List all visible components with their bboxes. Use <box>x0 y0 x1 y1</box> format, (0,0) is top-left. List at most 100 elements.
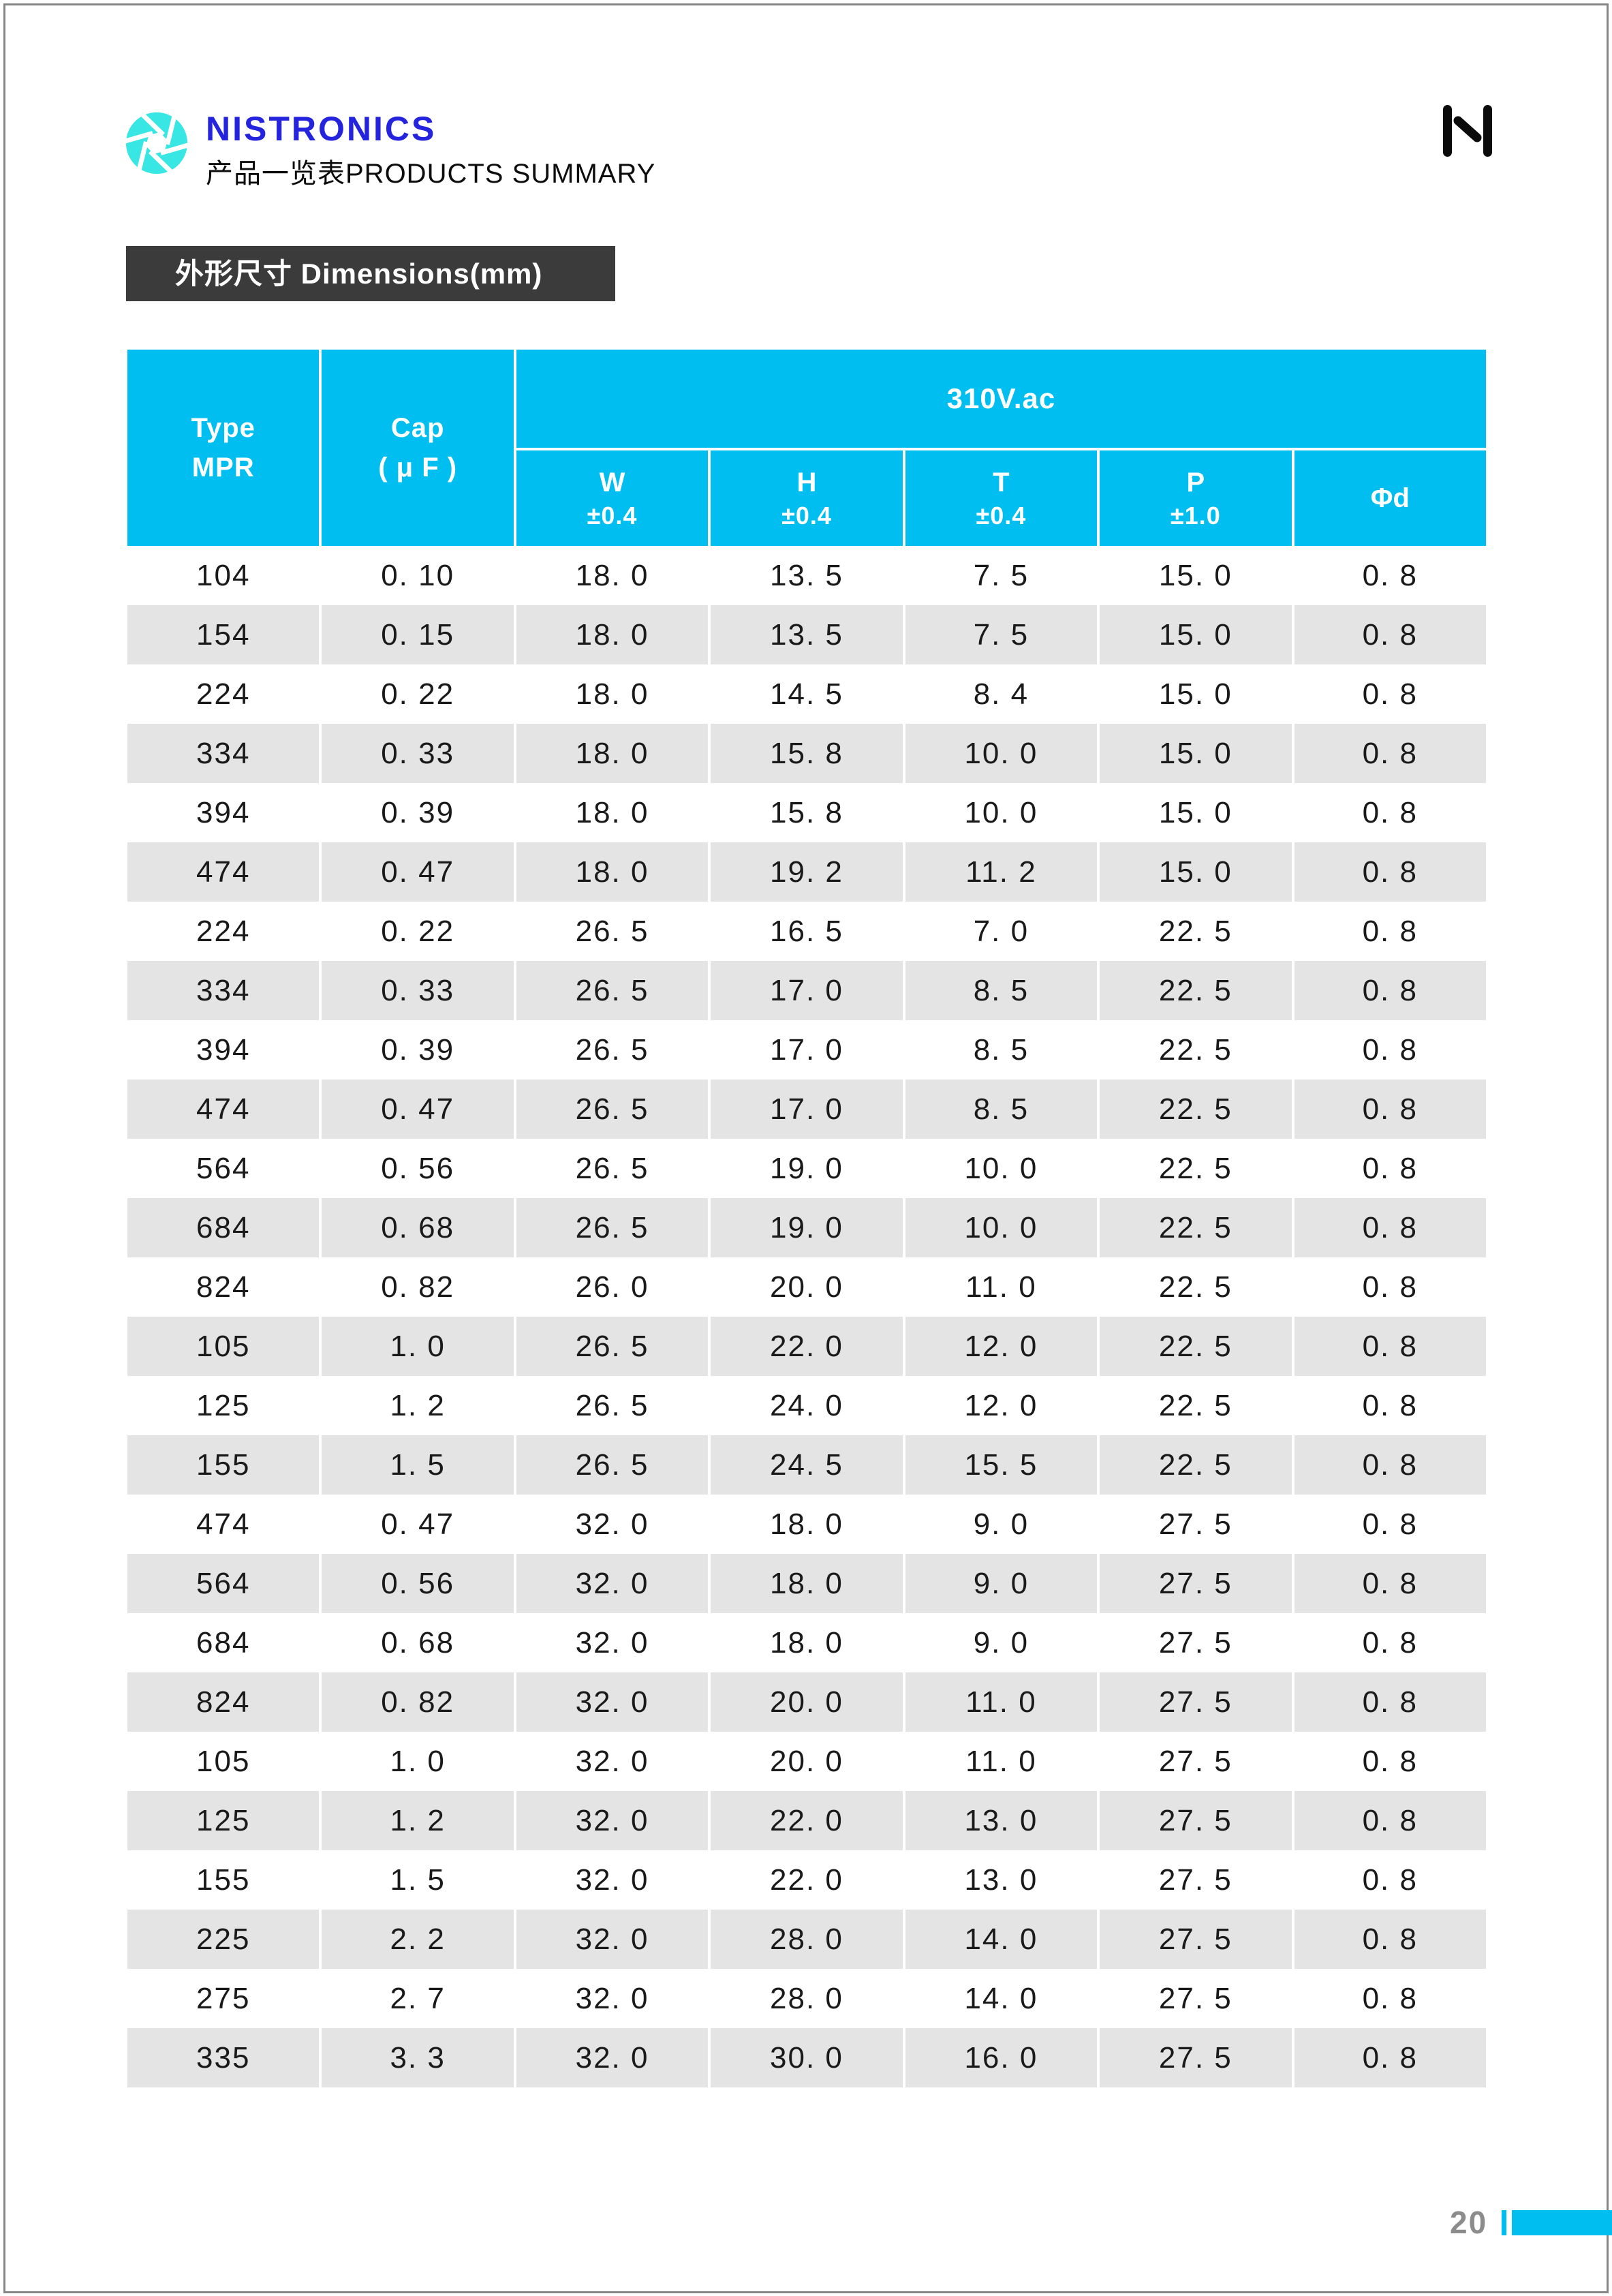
table-cell: 20. 0 <box>711 1257 903 1317</box>
table-cell: 0. 22 <box>322 902 514 961</box>
aperture-icon <box>121 110 192 177</box>
table-cell: 15. 0 <box>1100 605 1292 664</box>
table-cell: 28. 0 <box>711 1969 903 2028</box>
table-cell: 20. 0 <box>711 1672 903 1732</box>
table-row: 684 0. 68 32. 0 18. 0 9. 0 27. 5 0. 8 <box>127 1613 1486 1672</box>
table-cell: 22. 5 <box>1100 1435 1292 1495</box>
table-cell: 14. 0 <box>905 1969 1098 2028</box>
table-cell: 22. 5 <box>1100 1317 1292 1376</box>
table-cell: 0. 8 <box>1294 902 1486 961</box>
table-cell: 1. 2 <box>322 1791 514 1850</box>
table-cell: 225 <box>127 1910 320 1969</box>
table-cell: 27. 5 <box>1100 1495 1292 1554</box>
table-cell: 7. 5 <box>905 605 1098 664</box>
table-cell: 14. 5 <box>711 664 903 724</box>
table-row: 275 2. 7 32. 0 28. 0 14. 0 27. 5 0. 8 <box>127 1969 1486 2028</box>
table-cell: 18. 0 <box>711 1495 903 1554</box>
table-cell: 22. 5 <box>1100 1080 1292 1139</box>
col-header-h-label: H <box>796 467 817 498</box>
col-header-cap-line2: ( μ F ) <box>378 453 458 483</box>
table-cell: 32. 0 <box>516 1672 709 1732</box>
footer-accent-band <box>1512 2210 1612 2235</box>
table-cell: 13. 0 <box>905 1791 1098 1850</box>
table-cell: 19. 0 <box>711 1198 903 1257</box>
table-cell: 32. 0 <box>516 1613 709 1672</box>
table-cell: 0. 8 <box>1294 783 1486 842</box>
table-cell: 15. 0 <box>1100 664 1292 724</box>
table-cell: 0. 8 <box>1294 546 1486 605</box>
table-cell: 564 <box>127 1554 320 1613</box>
table-row: 394 0. 39 26. 5 17. 0 8. 5 22. 5 0. 8 <box>127 1020 1486 1080</box>
table-cell: 22. 5 <box>1100 1139 1292 1198</box>
table-cell: 15. 0 <box>1100 546 1292 605</box>
table-cell: 0. 82 <box>322 1257 514 1317</box>
table-cell: 26. 5 <box>516 1376 709 1435</box>
table-cell: 0. 8 <box>1294 2028 1486 2087</box>
table-cell: 224 <box>127 664 320 724</box>
table-cell: 13. 5 <box>711 605 903 664</box>
table-cell: 0. 8 <box>1294 1791 1486 1850</box>
table-row: 224 0. 22 26. 5 16. 5 7. 0 22. 5 0. 8 <box>127 902 1486 961</box>
table-cell: 0. 8 <box>1294 605 1486 664</box>
table-cell: 15. 8 <box>711 783 903 842</box>
table-row: 474 0. 47 32. 0 18. 0 9. 0 27. 5 0. 8 <box>127 1495 1486 1554</box>
table-cell: 15. 0 <box>1100 783 1292 842</box>
col-header-phi-d-label: Φd <box>1370 483 1410 513</box>
table-cell: 3. 3 <box>322 2028 514 2087</box>
table-cell: 0. 8 <box>1294 1613 1486 1672</box>
table-cell: 26. 5 <box>516 1139 709 1198</box>
table-cell: 22. 5 <box>1100 1257 1292 1317</box>
table-cell: 32. 0 <box>516 1791 709 1850</box>
table-cell: 19. 2 <box>711 842 903 902</box>
table-cell: 11. 2 <box>905 842 1098 902</box>
col-header-p-tolerance: ±1.0 <box>1170 501 1221 530</box>
table-cell: 22. 0 <box>711 1317 903 1376</box>
table-cell: 16. 5 <box>711 902 903 961</box>
table-cell: 275 <box>127 1969 320 2028</box>
table-cell: 9. 0 <box>905 1495 1098 1554</box>
table-cell: 8. 4 <box>905 664 1098 724</box>
table-row: 125 1. 2 26. 5 24. 0 12. 0 22. 5 0. 8 <box>127 1376 1486 1435</box>
table-cell: 15. 0 <box>1100 842 1292 902</box>
col-header-type-line1: Type <box>191 413 255 443</box>
table-cell: 0. 8 <box>1294 1198 1486 1257</box>
table-cell: 0. 68 <box>322 1198 514 1257</box>
table-row: 335 3. 3 32. 0 30. 0 16. 0 27. 5 0. 8 <box>127 2028 1486 2087</box>
table-cell: 0. 8 <box>1294 1495 1486 1554</box>
table-cell: 0. 8 <box>1294 1020 1486 1080</box>
table-cell: 7. 5 <box>905 546 1098 605</box>
table-cell: 154 <box>127 605 320 664</box>
table-cell: 10. 0 <box>905 783 1098 842</box>
table-cell: 13. 5 <box>711 546 903 605</box>
table-cell: 15. 5 <box>905 1435 1098 1495</box>
table-cell: 18. 0 <box>711 1613 903 1672</box>
col-header-t-label: T <box>993 467 1010 498</box>
col-header-type-line2: MPR <box>191 453 255 483</box>
table-cell: 105 <box>127 1732 320 1791</box>
table-row: 105 1. 0 32. 0 20. 0 11. 0 27. 5 0. 8 <box>127 1732 1486 1791</box>
table-cell: 20. 0 <box>711 1732 903 1791</box>
table-cell: 0. 15 <box>322 605 514 664</box>
table-cell: 26. 5 <box>516 961 709 1020</box>
table-cell: 2. 2 <box>322 1910 514 1969</box>
table-cell: 11. 0 <box>905 1672 1098 1732</box>
table-cell: 26. 0 <box>516 1257 709 1317</box>
table-cell: 0. 8 <box>1294 1080 1486 1139</box>
col-header-h: H ±0.4 <box>711 448 903 546</box>
table-cell: 9. 0 <box>905 1613 1098 1672</box>
table-row: 125 1. 2 32. 0 22. 0 13. 0 27. 5 0. 8 <box>127 1791 1486 1850</box>
table-row: 225 2. 2 32. 0 28. 0 14. 0 27. 5 0. 8 <box>127 1910 1486 1969</box>
table-row: 154 0. 15 18. 0 13. 5 7. 5 15. 0 0. 8 <box>127 605 1486 664</box>
col-header-phi-d: Φd <box>1294 448 1486 546</box>
table-cell: 26. 5 <box>516 1020 709 1080</box>
table-cell: 27. 5 <box>1100 1732 1292 1791</box>
table-cell: 10. 0 <box>905 1139 1098 1198</box>
table-cell: 27. 5 <box>1100 1910 1292 1969</box>
table-cell: 26. 5 <box>516 1198 709 1257</box>
table-row: 334 0. 33 18. 0 15. 8 10. 0 15. 0 0. 8 <box>127 724 1486 783</box>
table-row: 824 0. 82 32. 0 20. 0 11. 0 27. 5 0. 8 <box>127 1672 1486 1732</box>
table-cell: 28. 0 <box>711 1910 903 1969</box>
col-header-p: P ±1.0 <box>1100 448 1292 546</box>
table-cell: 27. 5 <box>1100 2028 1292 2087</box>
table-cell: 26. 5 <box>516 1317 709 1376</box>
